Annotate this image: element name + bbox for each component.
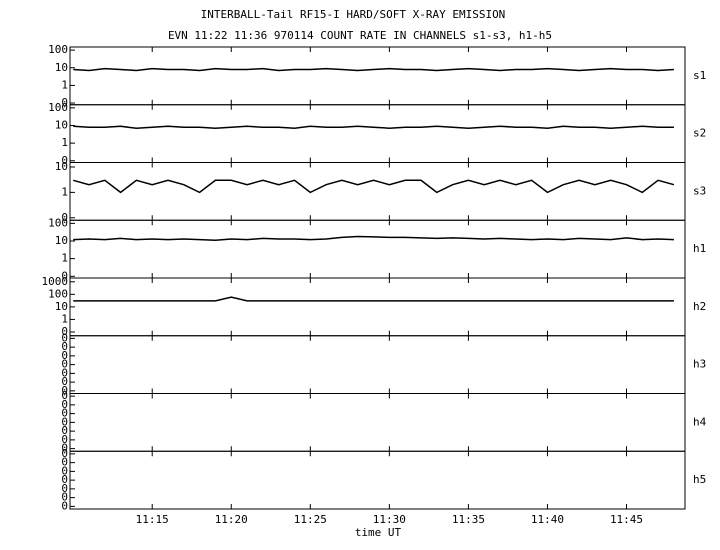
panel-label: h3: [693, 358, 706, 371]
y-tick-label: 0: [61, 447, 68, 460]
panel-label: s2: [693, 127, 706, 140]
y-tick-label: 100: [48, 287, 68, 300]
y-tick-label: 0: [61, 415, 68, 428]
y-tick-label: 0: [61, 482, 68, 495]
y-tick-label: 1: [61, 185, 68, 198]
x-tick-label: 11:40: [531, 513, 564, 526]
y-tick-label: 10: [55, 61, 68, 74]
y-tick-label: 0: [61, 398, 68, 411]
x-tick-label: 11:15: [136, 513, 169, 526]
y-tick-label: 0: [61, 433, 68, 446]
data-line: [72, 179, 675, 194]
x-axis-label: time UT: [355, 526, 402, 539]
y-tick-label: 10: [55, 119, 68, 132]
data-line: [73, 125, 674, 129]
y-tick-label: 10: [55, 160, 68, 173]
x-tick-label: 11:30: [373, 513, 406, 526]
y-tick-label: 0: [61, 424, 68, 437]
y-tick-label: 1: [61, 78, 68, 91]
y-tick-label: 0: [61, 358, 68, 371]
y-tick-label: 1: [61, 136, 68, 149]
data-line: [73, 296, 674, 302]
y-tick-label: 0: [61, 375, 68, 388]
y-tick-label: 0: [61, 269, 68, 282]
y-tick-label: 0: [61, 491, 68, 504]
y-tick-label: 1000: [42, 275, 69, 288]
y-tick-label: 0: [61, 96, 68, 109]
panel-label: h5: [693, 473, 706, 486]
y-tick-label: 0: [61, 349, 68, 362]
y-tick-label: 0: [61, 389, 68, 402]
y-tick-label: 1: [61, 252, 68, 265]
y-tick-label: 0: [61, 456, 68, 469]
y-tick-label: 0: [61, 366, 68, 379]
x-tick-label: 11:25: [294, 513, 327, 526]
x-tick-label: 11:45: [610, 513, 643, 526]
panel-label: h1: [693, 242, 706, 255]
y-tick-label: 1: [61, 312, 68, 325]
data-line: [73, 235, 674, 242]
panel-label: h2: [693, 300, 706, 313]
y-tick-label: 100: [48, 216, 68, 229]
y-tick-label: 0: [61, 340, 68, 353]
y-tick-label: 0: [61, 325, 68, 338]
panel-label: s3: [693, 184, 706, 197]
y-tick-label: 10: [55, 234, 68, 247]
chart-subtitle: EVN 11:22 11:36 970114 COUNT RATE IN CHA…: [168, 29, 552, 42]
y-tick-label: 10: [55, 300, 68, 313]
x-tick-label: 11:20: [215, 513, 248, 526]
x-tick-label: 11:35: [452, 513, 485, 526]
y-tick-label: 0: [61, 464, 68, 477]
y-tick-label: 100: [48, 43, 68, 56]
y-tick-label: 100: [48, 101, 68, 114]
y-tick-label: 0: [61, 154, 68, 167]
y-tick-label: 0: [61, 473, 68, 486]
data-line: [73, 67, 674, 72]
chart-title: INTERBALL-Tail RF15-I HARD/SOFT X-RAY EM…: [201, 8, 506, 21]
y-tick-label: 0: [61, 499, 68, 512]
y-tick-label: 0: [61, 211, 68, 224]
panel-label: h4: [693, 415, 707, 428]
y-tick-label: 0: [61, 331, 68, 344]
y-tick-label: 0: [61, 407, 68, 420]
y-tick-label: 0: [61, 442, 68, 455]
y-tick-label: 0: [61, 384, 68, 397]
panel-label: s1: [693, 69, 706, 82]
